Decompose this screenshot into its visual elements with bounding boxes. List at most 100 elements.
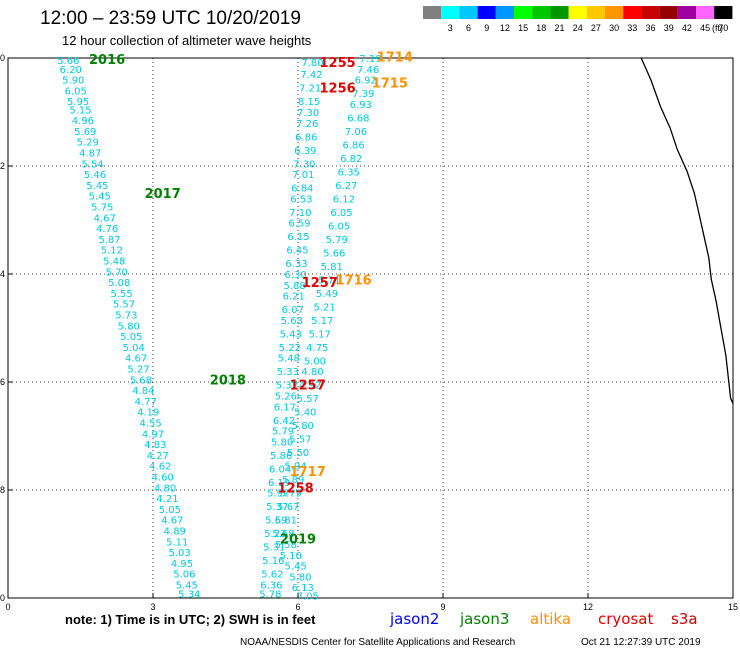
wave-height-value: 5.57	[297, 394, 319, 405]
wave-height-value: 7.06	[345, 127, 367, 138]
wave-height-value: 5.12	[101, 246, 123, 257]
wave-height-value: 5.97	[267, 489, 289, 500]
wave-height-tracks: 5.666.205.906.055.955.154.965.695.294.87…	[57, 54, 381, 602]
wave-height-value: 7.26	[296, 119, 318, 130]
plot-subtitle: 12 hour collection of altimeter wave hei…	[62, 33, 312, 48]
wave-height-value: 5.21	[313, 302, 335, 313]
colorbar-swatch	[568, 6, 587, 19]
colorbar-tick-label: 18	[536, 23, 546, 33]
wave-height-value: 6.68	[347, 113, 369, 124]
y-tick-label: -24	[0, 269, 5, 279]
pass-time-label: 2016	[89, 53, 125, 68]
legend-jason3: jason3	[459, 610, 509, 628]
wave-height-value: 7.21	[299, 84, 321, 95]
pass-time-label: 1716	[336, 273, 372, 288]
wave-height-value: 5.87	[98, 235, 120, 246]
wave-height-value: 5.80	[292, 421, 314, 432]
wave-height-value: 5.66	[323, 248, 345, 259]
wave-height-value: 4.67	[94, 213, 116, 224]
wave-height-value: 5.62	[261, 570, 283, 581]
wave-height-value: 5.27	[127, 365, 149, 376]
footer-note: note: 1) Time is in UTC; 2) SWH is in fe…	[65, 612, 316, 627]
wave-height-value: 5.37	[266, 502, 288, 513]
wave-height-value: 5.58	[275, 540, 297, 551]
wave-height-value: 5.73	[115, 311, 137, 322]
wave-height-value: 5.00	[304, 356, 326, 367]
wave-height-value: 7.42	[300, 70, 322, 81]
wave-height-value: 4.75	[306, 343, 328, 354]
satellite-legend: jason2 jason3 altika cryosat s3a	[389, 610, 698, 628]
wave-height-value: 5.68	[130, 375, 152, 386]
footer-credit: NOAA/NESDIS Center for Satellite Applica…	[240, 637, 515, 648]
wave-height-value: 5.54	[81, 159, 103, 170]
colorbar-tick-label: 12	[500, 23, 510, 33]
wave-height-value: 5.80	[271, 437, 293, 448]
wave-height-value: 4.60	[152, 473, 174, 484]
wave-height-value: 4.80	[154, 483, 176, 494]
pass-time-label: 1257	[302, 276, 338, 291]
wave-height-value: 5.57	[289, 435, 311, 446]
wave-height-value: 6.45	[286, 246, 308, 257]
wave-height-value: 5.31	[263, 543, 285, 554]
wave-height-value: 6.59	[288, 219, 310, 230]
colorbar-swatch	[532, 6, 551, 19]
wave-height-value: 6.42	[273, 416, 295, 427]
map-frame	[7, 57, 734, 599]
wave-height-value: 5.45	[89, 192, 111, 203]
wave-height-value: 5.48	[103, 257, 125, 268]
wave-height-value: 5.33	[277, 367, 299, 378]
pass-time-label: 2019	[280, 533, 316, 548]
colorbar-swatch	[514, 6, 533, 19]
wave-height-value: 4.62	[149, 462, 171, 473]
wave-height-value: 6.19	[268, 478, 290, 489]
wave-height-value: 6.21	[283, 292, 305, 303]
wave-height-value: 6.12	[333, 194, 355, 205]
wave-height-value: 5.79	[280, 489, 302, 500]
wave-height-value: 4.83	[144, 440, 166, 451]
x-tick-label: 0	[5, 602, 10, 612]
wave-height-value: 6.93	[350, 100, 372, 111]
wave-height-value: 4.89	[164, 527, 186, 538]
wave-height-value: 4.27	[147, 451, 169, 462]
wave-height-value: 4.84	[132, 386, 154, 397]
wave-height-value: 5.50	[287, 448, 309, 459]
wave-height-value: 5.89	[282, 475, 304, 486]
wave-height-value: 4.67	[161, 516, 183, 527]
wave-height-value: 5.29	[77, 138, 99, 149]
y-tick-label: -22	[0, 161, 5, 171]
colorbar-swatch	[696, 6, 715, 19]
footer-timestamp: Oct 21 12:27:39 UTC 2019	[581, 637, 701, 648]
wave-height-value: 5.05	[159, 505, 181, 516]
wave-height-value: 5.10	[280, 551, 302, 562]
x-tick-label: 12	[583, 602, 593, 612]
wave-height-value: 5.11	[166, 537, 188, 548]
pass-time-label: 1258	[278, 481, 314, 496]
x-tick-label: 6	[295, 602, 300, 612]
colorbar-tick-label: 30	[609, 23, 619, 33]
map-gridlines	[7, 57, 734, 599]
wave-height-value: 6.82	[340, 154, 362, 165]
colorbar-unit-label: (ft)	[712, 23, 723, 33]
y-tick-label: -30	[0, 593, 5, 603]
wave-height-value: 5.23	[264, 529, 286, 540]
wave-height-value: 6.05	[328, 221, 350, 232]
wave-height-value: 6.15	[287, 232, 309, 243]
wave-height-value: 5.63	[281, 316, 303, 327]
colorbar-tick-label: 15	[518, 23, 528, 33]
wave-height-value: 6.33	[285, 259, 307, 270]
wave-height-value: 5.49	[316, 289, 338, 300]
wave-height-value: 4.67	[125, 354, 147, 365]
pass-time-label: 1255	[320, 56, 356, 71]
wave-height-value: 5.34	[178, 590, 200, 601]
pass-labels: 2016 2017 2018 2019 1255 1256 1257 1257 1258 1714…	[89, 50, 413, 547]
colorbar-tick-label: 39	[664, 23, 674, 33]
colorbar-tick-label: 33	[627, 23, 637, 33]
wave-height-value: 4.87	[79, 149, 101, 160]
wave-height-value: 4.77	[135, 397, 157, 408]
wave-height-value: 5.45	[284, 562, 306, 573]
x-tick-label: 3	[150, 602, 155, 612]
wave-height-value: 4.21	[156, 494, 178, 505]
y-tick-label: -28	[0, 485, 5, 495]
wave-height-value: 5.81	[321, 262, 343, 273]
wave-height-value: 4.55	[139, 419, 161, 430]
